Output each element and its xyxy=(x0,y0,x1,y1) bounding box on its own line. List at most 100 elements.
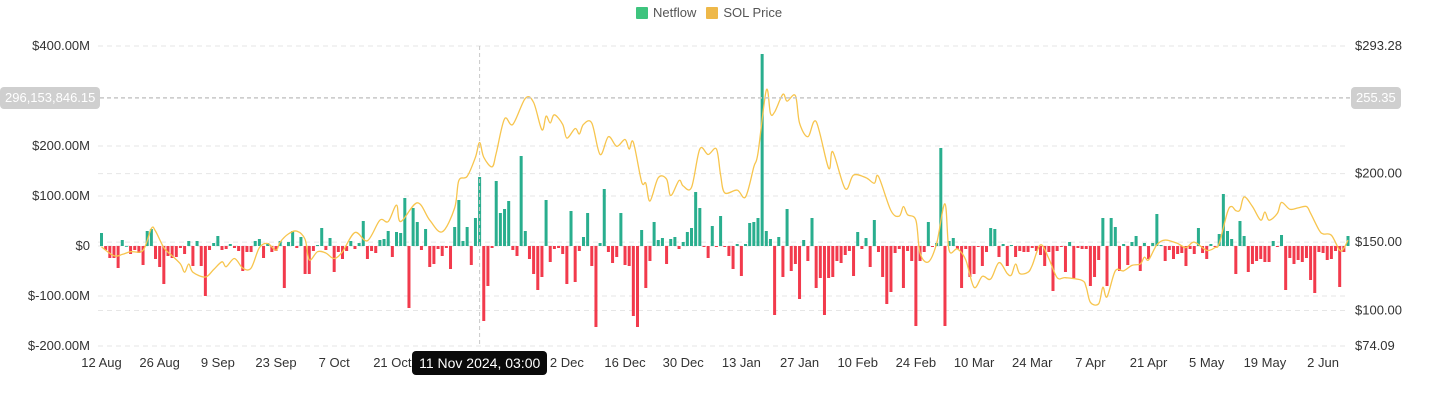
netflow-bar xyxy=(490,246,494,248)
netflow-bar xyxy=(947,241,951,246)
netflow-bar xyxy=(976,246,980,247)
netflow-bar xyxy=(1018,246,1022,251)
x-axis-tick-label: 21 Oct xyxy=(373,355,412,370)
netflow-bar xyxy=(731,246,735,269)
netflow-bar xyxy=(232,246,236,248)
netflow-bar xyxy=(598,243,602,246)
netflow-bar xyxy=(814,246,818,288)
netflow-bar xyxy=(652,222,656,246)
legend-item-sol-price[interactable]: SOL Price xyxy=(706,5,782,20)
netflow-bar xyxy=(835,246,839,261)
netflow-bar xyxy=(694,192,698,246)
netflow-bar xyxy=(299,237,303,246)
netflow-bar xyxy=(906,246,910,251)
netflow-bar xyxy=(1163,246,1167,261)
netflow-bar xyxy=(453,227,457,246)
netflow-bar xyxy=(631,246,635,316)
netflow-bar xyxy=(764,231,768,246)
legend-item-netflow[interactable]: Netflow xyxy=(636,5,696,20)
netflow-bar xyxy=(195,241,199,246)
netflow-bar xyxy=(1009,245,1013,246)
netflow-bar xyxy=(357,243,361,246)
netflow-bar xyxy=(843,246,847,255)
netflow-bar xyxy=(395,232,399,246)
netflow-bar xyxy=(1034,246,1038,251)
netflow-bar xyxy=(540,246,544,277)
netflow-bar xyxy=(839,246,843,263)
netflow-bar xyxy=(1047,246,1051,252)
netflow-bar xyxy=(262,246,266,258)
netflow-bar xyxy=(573,246,577,282)
netflow-bar xyxy=(216,236,220,246)
netflow-bar xyxy=(1101,218,1105,246)
netflow-bar xyxy=(789,246,793,271)
netflow-bar xyxy=(681,242,685,246)
netflow-bar xyxy=(183,246,187,254)
netflow-bar xyxy=(706,246,710,258)
netflow-bar xyxy=(1126,246,1130,265)
x-axis-tick-label: 10 Mar xyxy=(954,355,995,370)
netflow-bar xyxy=(386,231,390,246)
x-axis-tick-label: 7 Apr xyxy=(1075,355,1106,370)
netflow-bar xyxy=(943,246,947,326)
netflow-bar xyxy=(129,246,133,254)
netflow-bar xyxy=(116,246,120,268)
netflow-bar xyxy=(1246,246,1250,272)
netflow-bar xyxy=(465,227,469,246)
netflow-bar xyxy=(311,246,315,251)
netflow-bar xyxy=(1088,246,1092,286)
netflow-bar xyxy=(951,238,955,246)
netflow-bar xyxy=(1192,246,1196,254)
netflow-bar xyxy=(1109,218,1113,246)
netflow-bar xyxy=(374,246,378,253)
netflow-bar xyxy=(1250,246,1254,264)
netflow-bar xyxy=(1005,246,1009,266)
netflow-bar xyxy=(494,181,498,246)
netflow-bar xyxy=(644,246,648,288)
netflow-bar xyxy=(993,229,997,246)
crosshair-right-value: 255.35 xyxy=(1351,86,1401,109)
netflow-bar xyxy=(611,246,615,263)
netflow-bar xyxy=(872,220,876,246)
netflow-bar xyxy=(690,228,694,246)
netflow-bar xyxy=(378,240,382,246)
netflow-bar xyxy=(577,246,581,251)
netflow-bar xyxy=(1142,243,1146,246)
right-axis-tick-label: $150.00 xyxy=(1355,234,1402,249)
x-axis-tick-label: 27 Jan xyxy=(780,355,819,370)
netflow-bar xyxy=(228,244,232,246)
netflow-bar xyxy=(424,229,428,246)
netflow-bar xyxy=(295,246,299,248)
netflow-bar xyxy=(274,246,278,251)
netflow-bar xyxy=(349,241,353,246)
netflow-bar xyxy=(619,213,623,246)
netflow-bar xyxy=(910,246,914,261)
left-axis-tick-label: $200.00M xyxy=(32,138,90,153)
netflow-bar xyxy=(1147,246,1151,259)
netflow-bar xyxy=(208,246,212,250)
netflow-bar xyxy=(1084,246,1088,249)
netflow-bar xyxy=(748,223,752,246)
gridlines xyxy=(98,45,1348,347)
x-axis-tick-label: 26 Aug xyxy=(139,355,180,370)
netflow-bar xyxy=(648,246,652,261)
x-axis-tick-label: 16 Dec xyxy=(604,355,646,370)
netflow-bar xyxy=(1151,243,1155,246)
x-axis-tick-label: 12 Aug xyxy=(81,355,122,370)
netflow-bar xyxy=(449,246,453,269)
netflow-bar xyxy=(561,246,565,254)
netflow-bar xyxy=(478,177,482,246)
netflow-bar xyxy=(1242,236,1246,246)
netflow-bar xyxy=(158,246,162,267)
legend-label-netflow: Netflow xyxy=(653,5,697,20)
netflow-bar xyxy=(469,246,473,265)
netflow-bar xyxy=(511,246,515,250)
netflow-bar xyxy=(1030,246,1034,248)
netflow-bar xyxy=(1155,214,1159,246)
netflow-bar xyxy=(141,246,145,265)
netflow-bar xyxy=(224,246,228,249)
netflow-bar xyxy=(997,246,1001,257)
netflow-bar xyxy=(137,246,141,253)
netflow-bar xyxy=(881,246,885,277)
